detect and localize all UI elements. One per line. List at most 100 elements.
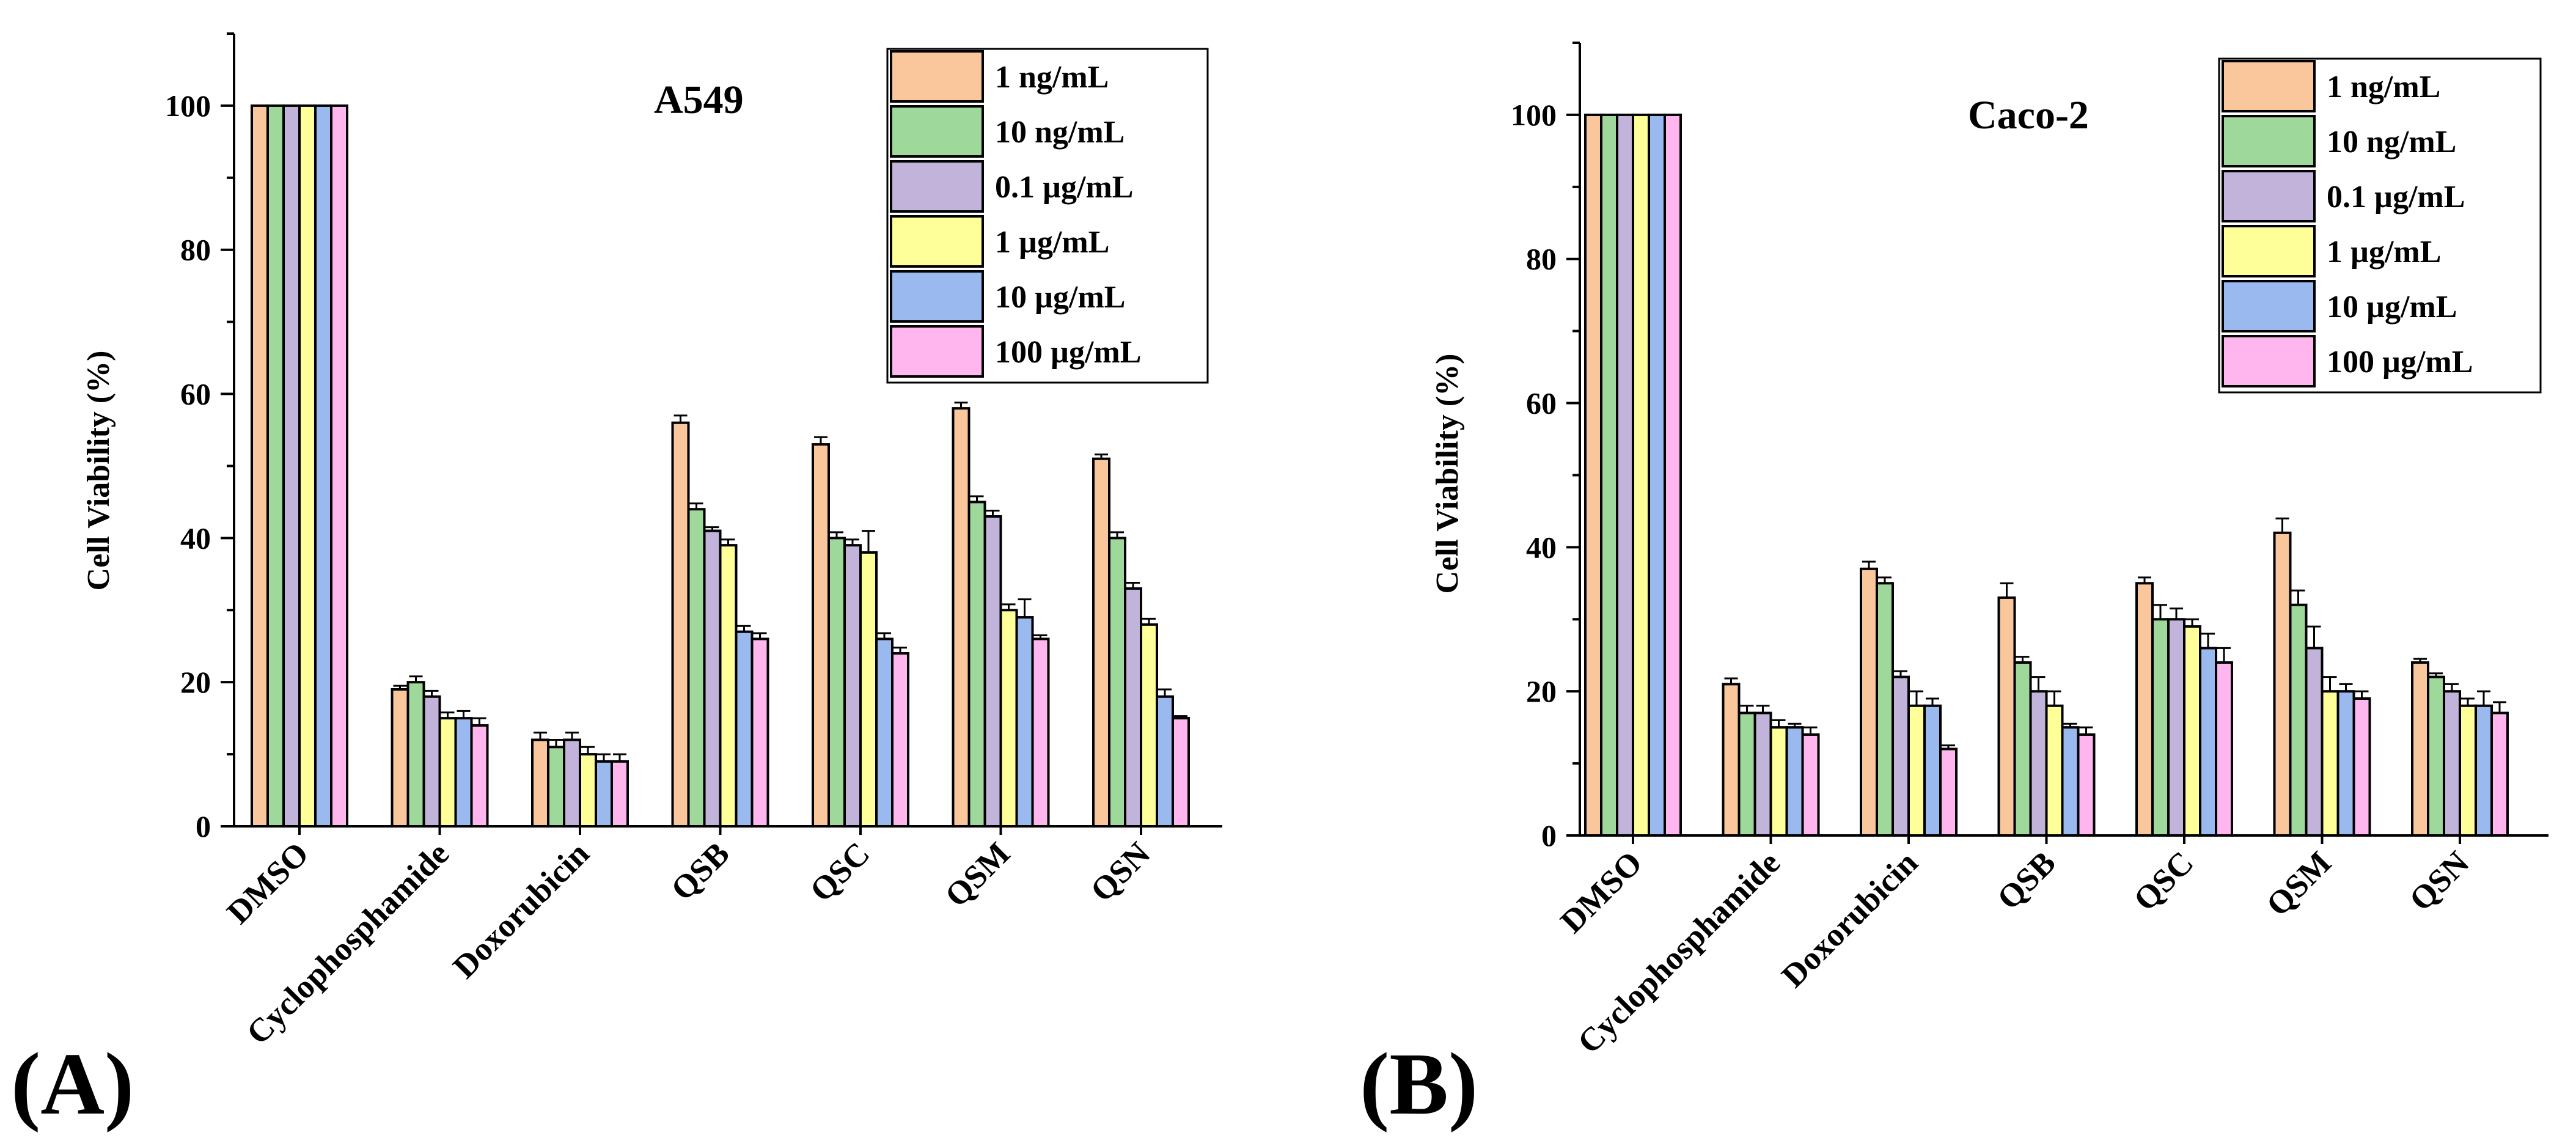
bar-doxorubicin-s4 (1907, 704, 1926, 837)
legend: 1 ng/mL 10 ng/mL 0.1 µg/mL 1 µg/mL 10 µg/mL 1… (2218, 57, 2542, 394)
error-bar (1724, 677, 1738, 685)
error-bar (2477, 690, 2490, 706)
bar-qsn-s3 (2443, 690, 2461, 837)
error-bar (2047, 690, 2061, 706)
error-bar (2031, 676, 2046, 692)
chart-title: Caco-2 (1968, 93, 2089, 138)
x-tick-label: QSC (803, 835, 877, 909)
error-bar (1095, 453, 1108, 459)
bar-dmso-s3 (282, 104, 301, 828)
legend-item: 10 µg/mL (2222, 280, 2457, 332)
bar-qsm-s2 (2289, 603, 2308, 837)
bar-qsn-s6 (1172, 717, 1190, 828)
legend-label: 100 µg/mL (2327, 345, 2473, 380)
bar-qsc-s6 (891, 652, 909, 828)
bar-cyclophosphamide-s2 (406, 681, 425, 828)
bar-doxorubicin-s5 (595, 760, 613, 828)
bar-cyclophosphamide-s2 (1738, 711, 1756, 837)
panel-label: (B) (1360, 1035, 1478, 1133)
bar-qsc-s6 (2215, 661, 2233, 837)
x-tick-label: QSB (664, 835, 736, 908)
error-bar (721, 538, 735, 546)
bar-qsc-s4 (859, 551, 878, 828)
error-bar (613, 753, 626, 762)
error-bar (534, 732, 547, 740)
y-tick-label: 100 (1511, 98, 1557, 132)
error-bar (2154, 604, 2167, 620)
error-bar (1126, 581, 1140, 589)
error-bar (2063, 722, 2077, 728)
legend-label: 100 µg/mL (995, 335, 1141, 370)
error-bar (2138, 576, 2151, 584)
y-tick-label: 80 (180, 233, 211, 267)
error-bar (2217, 647, 2231, 663)
error-bar (2445, 683, 2459, 692)
error-bar (565, 732, 579, 740)
bar-cyclophosphamide-s1 (391, 688, 409, 828)
legend-swatch (890, 105, 984, 158)
legend-swatch (2222, 170, 2316, 222)
bar-qsn-s5 (1156, 695, 1174, 828)
legend-swatch (890, 160, 984, 213)
bar-qsb-s2 (687, 508, 706, 828)
error-bar (1756, 705, 1770, 713)
bar-qsn-s5 (2475, 704, 2493, 837)
legend-label: 1 ng/mL (2327, 70, 2440, 105)
bar-cyclophosphamide-s4 (438, 717, 457, 828)
error-bar (2079, 726, 2093, 735)
legend-item: 10 ng/mL (2222, 115, 2456, 167)
bar-qsb-s5 (735, 630, 754, 828)
x-tick-label: Doxorubicin (1774, 844, 1925, 994)
bar-cyclophosphamide-s5 (1785, 726, 1804, 837)
bar-dmso-s2 (266, 104, 285, 828)
bar-dmso-s6 (1664, 113, 1682, 837)
bar-dmso-s1 (251, 104, 269, 828)
y-tick-label: 60 (1526, 386, 1557, 420)
error-bar (705, 526, 719, 531)
bar-dmso-s1 (1584, 113, 1602, 837)
bar-qsc-s5 (2199, 647, 2217, 837)
error-bar (1002, 603, 1016, 611)
legend-label: 10 µg/mL (2327, 290, 2457, 325)
y-tick-label: 20 (1526, 674, 1557, 708)
legend-label: 10 ng/mL (2327, 125, 2456, 160)
error-bar (472, 717, 486, 725)
bar-qsm-s6 (2352, 697, 2371, 837)
bar-doxorubicin-s2 (1876, 582, 1894, 837)
bar-doxorubicin-s6 (611, 760, 629, 828)
error-bar (1788, 722, 1802, 728)
error-bar (549, 739, 563, 747)
bar-qsn-s3 (1124, 587, 1142, 828)
error-bar (2339, 683, 2353, 692)
bar-dmso-s3 (1616, 113, 1634, 837)
y-tick-label: 0 (1541, 818, 1557, 853)
bar-dmso-s4 (298, 104, 317, 828)
legend-label: 10 µg/mL (995, 280, 1125, 315)
error-bar (2493, 701, 2506, 713)
bar-qsm-s1 (2273, 531, 2292, 837)
x-tick-label: QSN (2402, 844, 2476, 918)
bar-qsn-s2 (2427, 675, 2445, 837)
bar-qsb-s1 (1997, 596, 2016, 837)
error-bar (1926, 697, 1939, 706)
bar-qsm-s3 (2305, 647, 2324, 837)
bar-qsc-s4 (2183, 625, 2201, 837)
error-bar (2323, 676, 2337, 692)
bar-doxorubicin-s1 (1860, 567, 1878, 837)
error-bar (970, 495, 984, 502)
legend-item: 0.1 µg/mL (890, 160, 1133, 213)
error-bar (1174, 715, 1187, 719)
y-axis-label: Cell Viability (%) (81, 351, 116, 591)
bar-qsn-s6 (2490, 711, 2509, 837)
error-bars-group (393, 402, 1187, 762)
legend-swatch (2222, 335, 2316, 387)
bar-doxorubicin-s6 (1939, 747, 1958, 837)
error-bar (2016, 656, 2030, 663)
bar-qsn-s4 (2459, 704, 2477, 837)
legend-label: 1 ng/mL (995, 60, 1109, 95)
error-bar (1804, 726, 1818, 735)
x-tick-label: QSM (2259, 844, 2338, 923)
error-bar (2429, 672, 2443, 677)
